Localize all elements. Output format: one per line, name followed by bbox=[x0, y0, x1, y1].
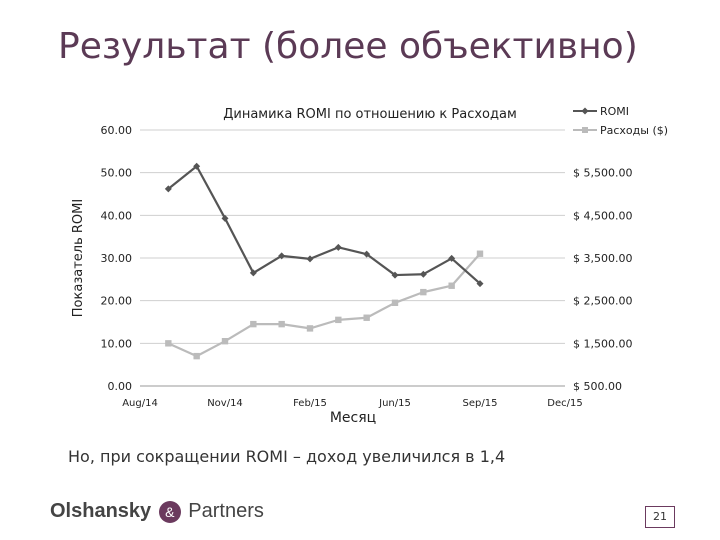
romi-point bbox=[448, 254, 456, 262]
expense-point bbox=[391, 299, 399, 306]
romi-point bbox=[363, 250, 371, 258]
expense-point bbox=[250, 320, 257, 328]
x-tick-label: Jun/15 bbox=[378, 398, 411, 409]
romi-point bbox=[306, 255, 314, 263]
romi-point bbox=[278, 252, 286, 260]
y-right-tick-label: $ 500.00 bbox=[573, 380, 622, 393]
expense-point bbox=[363, 314, 370, 321]
romi-point bbox=[193, 162, 201, 170]
expense-point bbox=[476, 250, 484, 257]
romi-point bbox=[419, 270, 427, 278]
romi-expenses-chart: Динамика ROMI по отношению к Расходам По… bbox=[71, 105, 668, 426]
slide-title: Результат (более объективно) bbox=[58, 26, 638, 67]
expense-point bbox=[278, 320, 285, 328]
x-tick-label: Dec/15 bbox=[547, 398, 582, 409]
expense-point bbox=[165, 340, 172, 347]
expense-point bbox=[193, 352, 200, 360]
y-left-tick-label: 60.00 bbox=[101, 124, 133, 137]
x-axis-label: Месяц bbox=[330, 410, 376, 426]
romi-point bbox=[221, 214, 229, 222]
y-right-tick-label: $ 4,500.00 bbox=[573, 209, 632, 222]
y-left-tick-label: 30.00 bbox=[101, 252, 133, 265]
company-logo: Olshansky & Partners bbox=[50, 500, 264, 523]
y-right-tick-label: $ 2,500.00 bbox=[573, 295, 632, 308]
y-right-tick-label: $ 3,500.00 bbox=[573, 252, 632, 265]
y-left-tick-label: 10.00 bbox=[101, 337, 133, 350]
y-left-tick-label: 0.00 bbox=[108, 380, 133, 393]
legend-label: Расходы ($) bbox=[600, 124, 668, 137]
legend-marker bbox=[581, 107, 589, 115]
expense-point bbox=[306, 325, 314, 332]
chart-title: Динамика ROMI по отношению к Расходам bbox=[223, 107, 517, 122]
expense-point bbox=[221, 338, 229, 345]
logo-text-partners: Partners bbox=[188, 500, 264, 522]
x-tick-label: Sep/15 bbox=[463, 398, 498, 409]
romi-point bbox=[476, 280, 484, 288]
y-left-tick-label: 20.00 bbox=[101, 295, 133, 308]
legend-label: ROMI bbox=[600, 105, 629, 118]
x-tick-label: Feb/15 bbox=[293, 398, 327, 409]
page-number: 21 bbox=[645, 506, 675, 528]
romi-point bbox=[164, 185, 172, 193]
romi-point bbox=[391, 271, 399, 279]
logo-text-olshansky: Olshansky bbox=[50, 500, 152, 522]
y-axis-label: Показатель ROMI bbox=[71, 199, 86, 317]
legend-marker bbox=[582, 127, 588, 133]
series-line-expenses bbox=[167, 253, 481, 358]
series-line-romi bbox=[167, 165, 481, 285]
expense-point bbox=[448, 282, 455, 289]
footnote-text: Но, при сокращении ROMI – доход увеличил… bbox=[68, 447, 506, 466]
x-tick-label: Nov/14 bbox=[207, 398, 243, 409]
expense-point bbox=[335, 316, 342, 324]
y-left-tick-label: 40.00 bbox=[101, 209, 133, 222]
y-left-tick-label: 50.00 bbox=[101, 167, 133, 180]
y-right-tick-label: $ 5,500.00 bbox=[573, 167, 632, 180]
romi-point bbox=[249, 269, 257, 277]
x-tick-label: Aug/14 bbox=[122, 398, 158, 409]
expense-point bbox=[420, 288, 427, 296]
romi-point bbox=[334, 243, 342, 251]
y-right-tick-label: $ 1,500.00 bbox=[573, 337, 632, 350]
logo-ampersand-icon: & bbox=[158, 500, 181, 523]
